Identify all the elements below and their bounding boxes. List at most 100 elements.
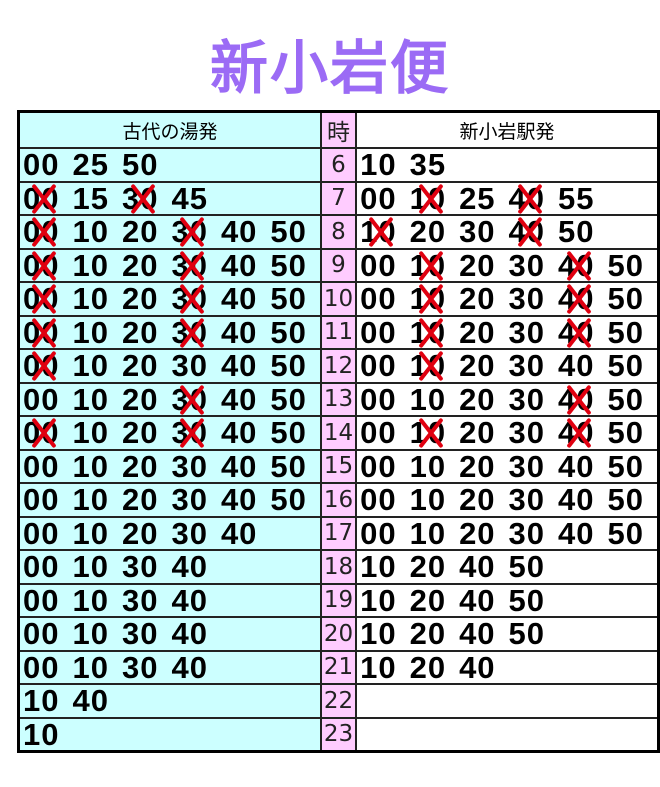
departure-time: 50 xyxy=(608,317,644,348)
departure-time: 50 xyxy=(270,417,306,448)
departure-time: 40 xyxy=(221,451,257,482)
minute-text: 00 xyxy=(360,515,397,551)
minute-text: 20 xyxy=(121,415,159,451)
departure-time: 10 xyxy=(410,451,446,482)
minute-text: 35 xyxy=(409,147,447,183)
departure-time: 30 xyxy=(509,451,545,482)
departure-time: 40 xyxy=(221,384,257,415)
cross-mark-icon xyxy=(179,283,205,315)
minute-text: 40 xyxy=(220,515,258,551)
minute-text: 20 xyxy=(121,448,159,484)
right-departures-cell: 10 20 40 50 xyxy=(355,549,660,585)
departure-time: 00 xyxy=(360,283,396,314)
departure-time: 50 xyxy=(558,216,594,247)
departure-time: 50 xyxy=(509,585,545,616)
minute-text: 20 xyxy=(121,482,159,518)
minute-text: 30 xyxy=(508,314,546,350)
departure-time: 30 xyxy=(171,350,207,381)
minute-text: 50 xyxy=(270,247,307,283)
cross-mark-icon xyxy=(31,216,57,248)
departure-time: 20 xyxy=(122,384,158,415)
departure-time: 10 xyxy=(360,618,396,649)
header-hour: 時 xyxy=(319,110,358,149)
departure-time: 30 xyxy=(509,518,545,549)
departure-time: 10 xyxy=(72,317,108,348)
minute-text: 30 xyxy=(508,348,546,384)
hour-cell: 21 xyxy=(319,649,358,685)
departure-time: 00 xyxy=(360,350,396,381)
departure-time: 10 xyxy=(23,685,59,716)
right-departures-cell: 10 20 40 xyxy=(355,649,660,685)
right-departures-cell: 10 35 xyxy=(355,147,660,183)
departure-time: 30 xyxy=(509,317,545,348)
right-departures-cell xyxy=(355,683,660,719)
minute-text: 50 xyxy=(270,381,307,417)
cross-mark-icon xyxy=(31,183,57,215)
minute-text: 30 xyxy=(508,281,546,317)
minute-text: 40 xyxy=(171,649,208,685)
minute-text: 20 xyxy=(459,515,496,551)
departure-time: 50 xyxy=(608,518,644,549)
departure-time: 50 xyxy=(608,451,644,482)
cross-mark-icon xyxy=(418,317,444,349)
minute-text: 50 xyxy=(270,214,307,250)
table-row: 00 10 20 30 40 50 14 00 10 20 30 40 50 xyxy=(17,415,660,451)
departure-time: 40 xyxy=(459,618,495,649)
minute-text: 50 xyxy=(607,247,644,283)
minute-text: 10 xyxy=(72,582,109,618)
minute-text: 20 xyxy=(409,649,447,685)
hour-cell: 23 xyxy=(319,716,358,753)
departure-time: 10 xyxy=(72,384,108,415)
minute-text: 50 xyxy=(270,482,307,518)
minute-text: 50 xyxy=(121,147,159,183)
left-departures-cell: 00 10 30 40 xyxy=(17,616,322,652)
minute-text: 40 xyxy=(220,281,258,317)
minute-text: 00 xyxy=(360,314,397,350)
departure-time: 20 xyxy=(410,551,446,582)
cancelled-departure-time: 10 xyxy=(410,250,446,281)
cancelled-departure-time: 30 xyxy=(171,317,207,348)
departure-time: 10 xyxy=(360,551,396,582)
departure-time: 20 xyxy=(122,283,158,314)
departure-time: 00 xyxy=(360,183,396,214)
hour-cell: 13 xyxy=(319,381,358,417)
minute-text: 20 xyxy=(121,214,159,250)
minute-text: 20 xyxy=(459,448,496,484)
departure-time: 20 xyxy=(122,317,158,348)
minute-text: 30 xyxy=(171,482,208,518)
minute-text: 00 xyxy=(23,515,60,551)
departure-time: 10 xyxy=(72,283,108,314)
minute-text: 40 xyxy=(220,415,258,451)
table-row: 00 10 20 30 40 50 10 00 10 20 30 40 50 xyxy=(17,281,660,317)
departure-time: 40 xyxy=(171,618,207,649)
left-departures-cell: 00 10 20 30 40 50 xyxy=(17,281,322,317)
minute-text: 00 xyxy=(23,482,60,518)
minute-text: 20 xyxy=(409,214,447,250)
departure-time: 30 xyxy=(171,484,207,515)
cancelled-departure-time: 10 xyxy=(410,283,446,314)
departure-time: 40 xyxy=(221,518,257,549)
minute-text: 00 xyxy=(23,549,60,585)
departure-time: 10 xyxy=(72,618,108,649)
departure-time: 20 xyxy=(410,216,446,247)
header-from-shin-koiwa-station: 新小岩駅発 xyxy=(355,110,660,149)
left-departures-cell: 00 10 20 30 40 xyxy=(17,515,322,551)
departure-time: 40 xyxy=(558,451,594,482)
left-departures-cell: 00 10 20 30 40 50 xyxy=(17,348,322,384)
minute-text: 10 xyxy=(23,683,60,719)
left-departures-cell: 10 40 xyxy=(17,683,322,719)
departure-time: 00 xyxy=(23,585,59,616)
minute-text: 10 xyxy=(72,515,109,551)
departure-time: 00 xyxy=(360,518,396,549)
minute-text: 10 xyxy=(360,147,397,183)
departure-time: 00 xyxy=(23,149,59,180)
left-departures-cell: 00 25 50 xyxy=(17,147,322,183)
cancelled-departure-time: 10 xyxy=(410,183,446,214)
hour-cell: 20 xyxy=(319,616,358,652)
departure-time: 40 xyxy=(221,283,257,314)
left-departures-cell: 00 10 20 30 40 50 xyxy=(17,415,322,451)
minute-text: 20 xyxy=(121,381,159,417)
minute-text: 20 xyxy=(409,616,447,652)
departure-time: 20 xyxy=(122,250,158,281)
minute-text: 40 xyxy=(171,549,208,585)
